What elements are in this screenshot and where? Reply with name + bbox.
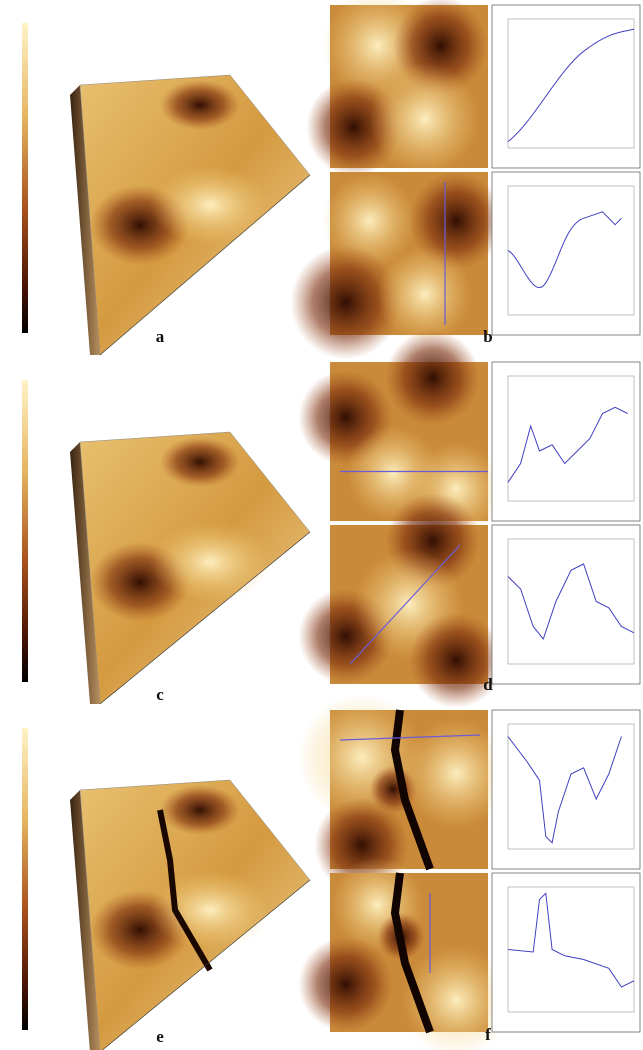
surface-shade: [150, 522, 270, 602]
afm-feature: [385, 330, 481, 426]
panel-label: d: [483, 675, 493, 694]
surface-side: [70, 85, 100, 355]
surface-shade: [150, 870, 270, 950]
panel-label: f: [485, 1025, 491, 1044]
axis: [101, 879, 311, 1050]
panel-label: e: [156, 1027, 164, 1046]
profile-line: [507, 211, 622, 288]
crack: [390, 872, 434, 1034]
surface-shade: [160, 80, 240, 130]
afm-feature: [369, 62, 481, 177]
profile-line: [507, 892, 635, 988]
profile-line: [507, 736, 622, 844]
profile-plot: [507, 538, 635, 665]
profile-plot: [507, 375, 635, 502]
profile-panel: [491, 872, 641, 1033]
surface-shade: [160, 437, 240, 487]
panel-label: c: [156, 685, 164, 704]
surface-side: [70, 790, 100, 1050]
surface-shade: [160, 785, 240, 835]
scan-line: [349, 544, 461, 665]
axis: [99, 531, 311, 705]
panel-label: b: [483, 327, 492, 346]
profile-plot: [507, 723, 635, 850]
afm-feature: [322, 172, 417, 270]
afm-feature: [401, 717, 512, 830]
profile-panel: [491, 361, 641, 522]
profile-panel: [491, 4, 641, 169]
color-bar: [22, 728, 28, 1030]
afm-feature: [409, 612, 504, 708]
surface-side: [70, 442, 100, 704]
afm-feature: [409, 172, 504, 270]
afm-feature: [377, 245, 473, 344]
profile-line: [507, 563, 635, 641]
afm-feature: [290, 245, 402, 360]
profile-panel: [491, 171, 641, 336]
profile-line: [507, 406, 628, 483]
color-bar: [22, 23, 28, 333]
crack: [157, 809, 213, 972]
axis: [99, 174, 311, 356]
crack: [390, 709, 434, 871]
afm-feature: [298, 936, 394, 1032]
profile-panel: [491, 524, 641, 685]
panel-label: a: [156, 327, 165, 346]
scan-line: [339, 734, 481, 741]
profile-plot: [507, 18, 635, 149]
color-bar: [22, 380, 28, 682]
profile-line: [507, 28, 635, 142]
surface-shade: [150, 165, 270, 245]
